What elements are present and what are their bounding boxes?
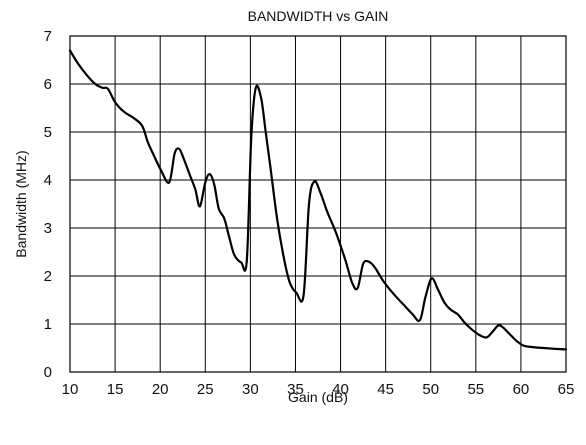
x-tick-label: 15 [107,381,124,398]
y-tick-label: 5 [44,124,52,141]
y-tick-label: 3 [44,220,52,237]
x-tick-label: 55 [467,381,484,398]
y-tick-label: 4 [44,172,52,189]
chart-title: BANDWIDTH vs GAIN [248,8,389,24]
y-tick-label: 7 [44,28,52,45]
x-tick-label: 65 [558,381,575,398]
x-tick-label: 60 [513,381,530,398]
x-tick-label: 40 [332,381,349,398]
x-tick-label: 50 [422,381,439,398]
y-tick-label: 0 [44,364,52,381]
x-axis-ticks: 10 15 20 25 30 35 40 45 50 55 60 65 [62,381,575,398]
x-tick-label: 25 [197,381,214,398]
y-axis-ticks: 0 1 2 3 4 5 6 7 [44,28,52,381]
x-tick-label: 30 [242,381,259,398]
y-tick-label: 2 [44,268,52,285]
plot-frame [69,35,567,373]
y-tick-label: 6 [44,76,52,93]
x-tick-label: 45 [377,381,394,398]
x-tick-label: 10 [62,381,79,398]
x-tick-label: 35 [287,381,304,398]
bandwidth-curve [68,49,568,351]
y-axis-title: Bandwidth (MHz) [13,150,29,257]
x-tick-label: 20 [152,381,169,398]
grid [70,36,566,372]
x-axis-title: Gain (dB) [288,389,348,405]
y-tick-label: 1 [44,316,52,333]
